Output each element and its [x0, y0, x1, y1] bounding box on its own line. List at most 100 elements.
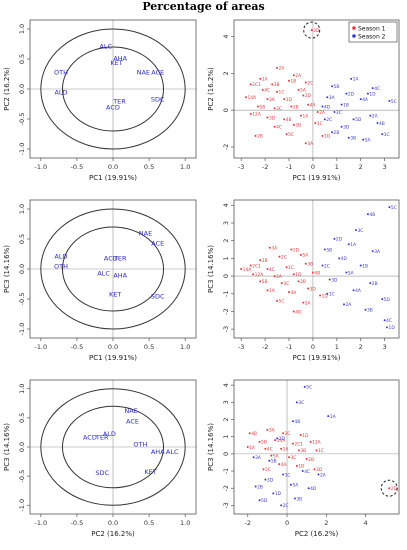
score-label: 1A	[249, 445, 255, 451]
loading-label-aha: AHA	[151, 448, 165, 456]
score-label: 2B	[300, 279, 306, 285]
score-point	[266, 289, 269, 292]
score-point	[326, 292, 329, 295]
score-label: 2A	[283, 447, 289, 453]
score-label: 4C	[267, 447, 273, 453]
x-axis-label: PC1 (19.91%)	[293, 174, 341, 182]
score-point	[388, 487, 391, 490]
y-axis-label: PC2 (16.2%)	[3, 67, 11, 111]
score-label: 3A	[269, 97, 275, 103]
correlation-circle-1	[61, 405, 165, 489]
score-point	[280, 282, 283, 285]
y-tick-label: 0.5	[18, 234, 26, 244]
x-tick-label: 3	[383, 163, 387, 171]
score-point	[282, 432, 285, 435]
score-label: 5C	[279, 299, 285, 305]
score-point	[350, 77, 353, 80]
score-label: 14A	[243, 267, 252, 273]
correlation-circle-0	[40, 28, 186, 150]
y-tick-label: -2	[222, 485, 230, 491]
score-point	[338, 257, 341, 260]
score-point	[276, 299, 279, 302]
x-tick-label: 0	[311, 343, 315, 351]
score-point	[254, 485, 257, 488]
loading-label-alc: ALC	[166, 448, 179, 456]
score-label: 2C	[326, 117, 332, 123]
score-point	[340, 125, 343, 128]
score-label: 5D	[384, 297, 391, 303]
x-axis-label: PC2 (16.2%)	[91, 530, 135, 538]
plot-frame	[233, 199, 400, 339]
score-label: 14A	[277, 438, 286, 444]
score-point	[280, 447, 283, 450]
correlation-circle-0	[40, 208, 186, 330]
x-tick-label: 1.0	[180, 343, 190, 351]
score-point	[299, 433, 302, 436]
score-point	[359, 98, 362, 101]
score-point	[364, 308, 367, 311]
score-label: 4C	[264, 88, 270, 94]
score-label: 2D	[313, 28, 320, 34]
score-label: 3B	[350, 136, 356, 142]
score-point	[327, 415, 330, 418]
score-point	[331, 131, 334, 134]
score-point	[340, 103, 343, 106]
loading-label-ket: KET	[109, 291, 121, 299]
score-label: 5D	[355, 117, 362, 123]
x-tick-label: 0.5	[144, 343, 154, 351]
y-tick-label: 4	[222, 34, 230, 38]
score-label: 4D	[295, 309, 302, 315]
score-label: 3C	[357, 228, 363, 234]
x-axis-label: PC1 (19.91%)	[89, 174, 137, 182]
score-label: 12A	[255, 272, 264, 278]
x-tick-label: -2	[262, 343, 268, 351]
score-label: 5B	[271, 459, 277, 465]
plot-frame	[233, 379, 400, 515]
x-tick-label: 2	[359, 163, 363, 171]
score-label: 3C	[298, 400, 304, 406]
score-label: 3B	[296, 496, 302, 502]
score-point	[295, 464, 298, 467]
score-label: 2A	[305, 300, 311, 306]
loading-label-ket: KET	[144, 468, 156, 476]
score-label: 3C	[276, 106, 282, 112]
y-tick-label: 4	[222, 203, 230, 207]
score-label: 4A	[310, 102, 316, 108]
score-point	[302, 301, 305, 304]
correlation-circle-1	[61, 226, 165, 312]
loading-label-alc: ALC	[99, 42, 112, 50]
score-point	[376, 122, 379, 125]
y-tick-label: 4	[222, 383, 230, 387]
correlation-circle-1	[61, 46, 165, 132]
score-point	[266, 428, 269, 431]
score-point	[273, 275, 276, 278]
y-tick-label: -1.0	[18, 323, 26, 336]
score-label: 2C	[283, 503, 289, 509]
score-label: 4B	[369, 212, 375, 218]
score-label: 2C	[307, 80, 313, 86]
score-label: 3A	[255, 455, 261, 461]
y-tick-label: 0	[222, 108, 230, 112]
y-tick-label: -0.5	[18, 113, 26, 126]
score-point	[258, 440, 261, 443]
score-point	[244, 96, 247, 99]
score-point	[371, 250, 374, 253]
score-label: 5A	[302, 253, 308, 259]
score-label: 1C	[384, 132, 390, 138]
score-label: 5B	[326, 247, 332, 253]
loading-label-ter: TER	[112, 98, 126, 106]
score-label: 1C	[285, 472, 291, 478]
score-label: 5A	[365, 137, 371, 143]
score-label: 1D	[286, 97, 293, 103]
score-point	[366, 213, 369, 216]
score-label: 4D	[341, 256, 348, 262]
score-label: 3D	[343, 125, 350, 131]
score-label: 2D	[305, 93, 312, 99]
y-tick-label: 2	[222, 71, 230, 75]
x-tick-label: -1.0	[34, 519, 47, 527]
score-label: 2A	[346, 302, 352, 308]
